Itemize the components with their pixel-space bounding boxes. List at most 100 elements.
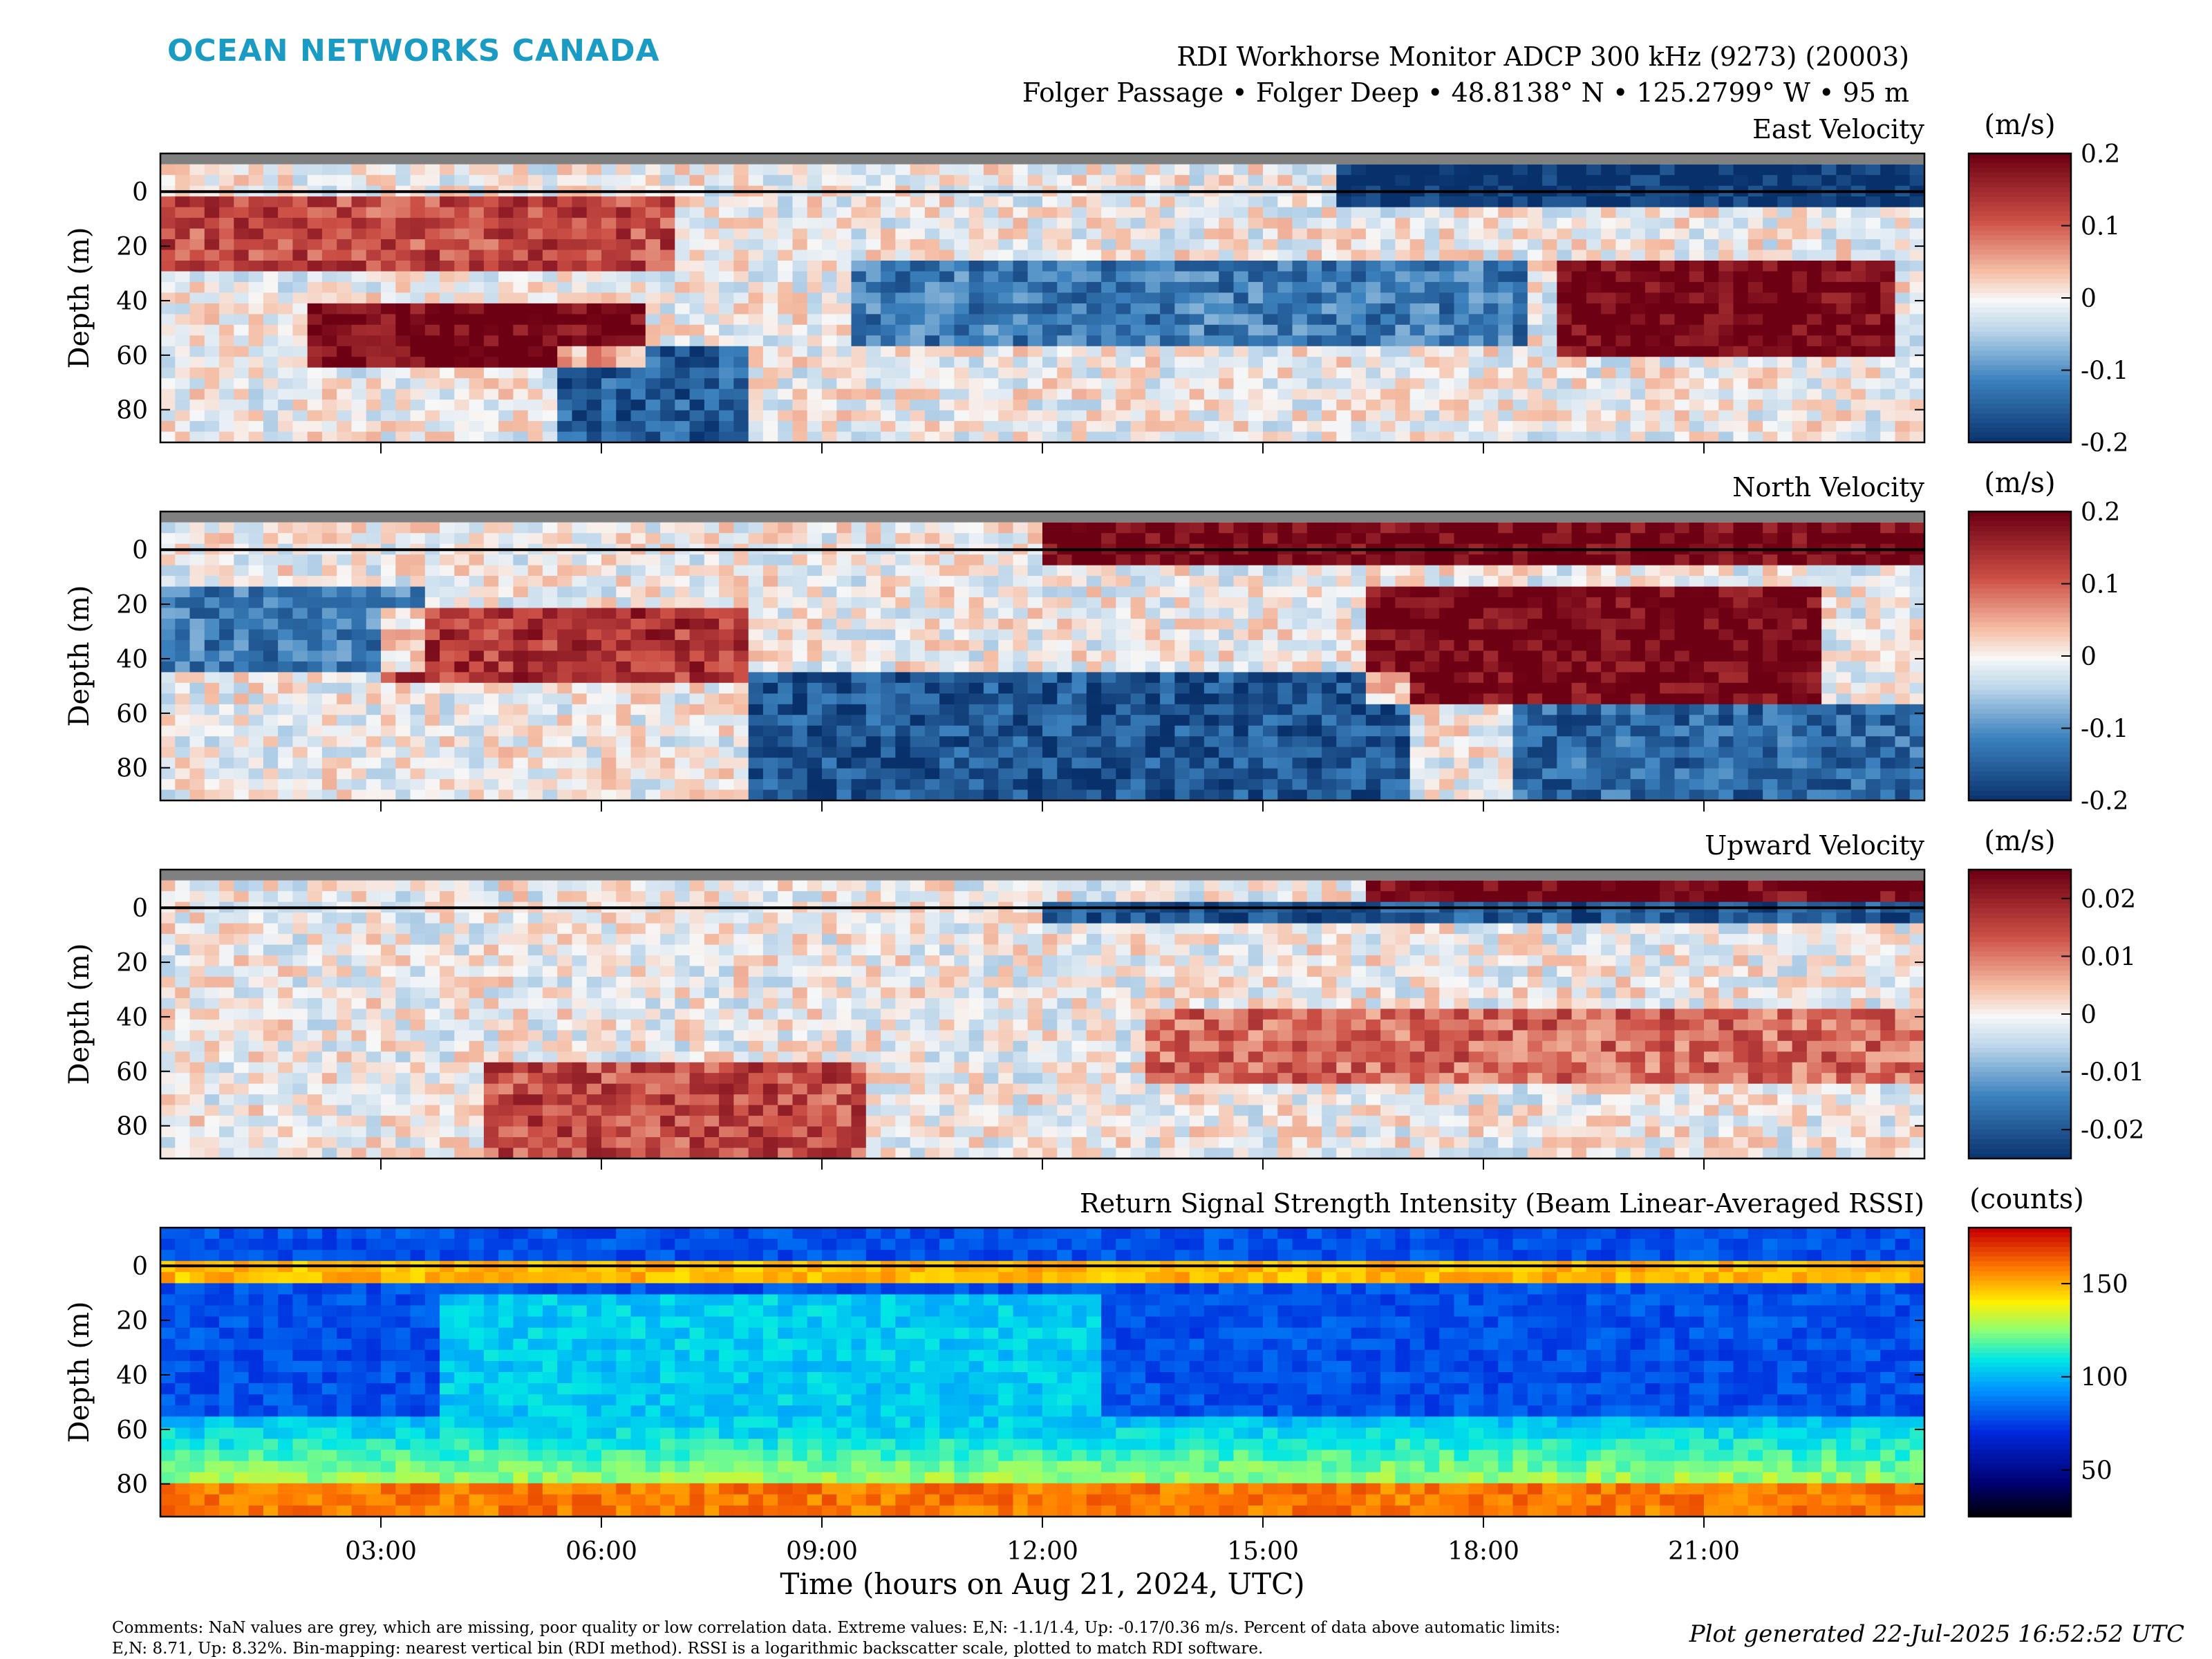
- heatmap-cell: [1586, 281, 1602, 293]
- heatmap-cell: [395, 367, 411, 379]
- heatmap-cell: [1380, 357, 1396, 368]
- heatmap-cell: [410, 768, 426, 780]
- heatmap-cell: [572, 565, 588, 577]
- heatmap-cell: [1483, 303, 1499, 315]
- heatmap-cell: [1233, 314, 1249, 326]
- heatmap-cell: [381, 768, 396, 780]
- heatmap-cell: [366, 228, 382, 240]
- heatmap-cell: [1630, 281, 1646, 293]
- heatmap-cell: [1571, 239, 1587, 251]
- colorbar-step: [1969, 317, 2071, 323]
- heatmap-cell: [910, 410, 926, 422]
- heatmap-cell: [1322, 303, 1337, 315]
- heatmap-cell: [454, 565, 470, 577]
- heatmap-cell: [836, 715, 852, 727]
- heatmap-cell: [645, 672, 661, 684]
- heatmap-cell: [307, 608, 323, 619]
- heatmap-cell: [1322, 207, 1337, 218]
- heatmap-cell: [1483, 218, 1499, 229]
- heatmap-cell: [454, 758, 470, 769]
- heatmap-cell: [204, 228, 220, 240]
- heatmap-cell: [616, 388, 632, 400]
- heatmap-cell: [424, 639, 440, 651]
- heatmap-cell: [483, 576, 499, 588]
- heatmap-cell: [1704, 421, 1719, 433]
- heatmap-cell: [366, 239, 382, 251]
- heatmap-cell: [204, 271, 220, 283]
- heatmap-cell: [527, 554, 543, 566]
- heatmap-cell: [675, 693, 691, 705]
- heatmap-cell: [248, 292, 264, 304]
- heatmap-cell: [1380, 378, 1396, 390]
- heatmap-cell: [1660, 228, 1676, 240]
- heatmap-cell: [454, 281, 470, 293]
- heatmap-cell: [1086, 164, 1102, 176]
- heatmap-cell: [248, 629, 264, 641]
- heatmap-cell: [1189, 346, 1205, 357]
- heatmap-cell: [601, 693, 617, 705]
- heatmap-cell: [748, 335, 764, 347]
- heatmap-cell: [1071, 789, 1087, 800]
- heatmap-cell: [219, 779, 234, 791]
- heatmap-cell: [660, 378, 675, 390]
- heatmap-cell: [689, 533, 705, 545]
- heatmap-cell: [689, 292, 705, 304]
- heatmap-cell: [219, 619, 234, 630]
- heatmap-cell: [1424, 292, 1440, 304]
- heatmap-cell: [483, 736, 499, 748]
- heatmap-cell: [1130, 281, 1146, 293]
- heatmap-cell: [586, 779, 602, 791]
- heatmap-cell: [1116, 715, 1132, 727]
- heatmap-cell: [1351, 164, 1367, 176]
- heatmap-cell: [616, 661, 632, 673]
- heatmap-cell: [204, 207, 220, 218]
- heatmap-cell: [1101, 250, 1116, 261]
- heatmap-cell: [675, 725, 691, 737]
- heatmap-cell: [601, 281, 617, 293]
- heatmap-cell: [321, 533, 337, 545]
- heatmap-cell: [337, 639, 353, 651]
- heatmap-cell: [630, 346, 646, 357]
- heatmap-cell: [1057, 431, 1073, 442]
- heatmap-cell: [748, 367, 764, 379]
- heatmap-cell: [1792, 271, 1808, 283]
- heatmap-cell: [454, 378, 470, 390]
- heatmap-cell: [748, 271, 764, 283]
- heatmap-cell: [1895, 324, 1911, 336]
- heatmap-cell: [881, 650, 896, 662]
- heatmap-cell: [689, 619, 705, 630]
- heatmap-cell: [1189, 400, 1205, 411]
- heatmap-cell: [204, 608, 220, 619]
- heatmap-cell: [1909, 388, 1924, 400]
- heatmap-cell: [1498, 261, 1514, 272]
- heatmap-cell: [1468, 261, 1484, 272]
- heatmap-cell: [704, 682, 720, 694]
- heatmap-cell: [630, 522, 646, 534]
- heatmap-cell: [1660, 196, 1676, 208]
- heatmap-cell: [1203, 335, 1219, 347]
- heatmap-cell: [645, 271, 661, 283]
- heatmap-cell: [910, 357, 926, 368]
- heatmap-cell: [939, 335, 955, 347]
- heatmap-cell: [1512, 292, 1528, 304]
- heatmap-cell: [939, 388, 955, 400]
- colorbar-step: [1969, 269, 2071, 274]
- colorbar-step: [1969, 360, 2071, 366]
- heatmap-cell: [321, 736, 337, 748]
- heatmap-cell: [469, 410, 485, 422]
- heatmap-cell: [395, 650, 411, 662]
- heatmap-cell: [234, 335, 250, 347]
- heatmap-cell: [351, 324, 367, 336]
- heatmap-cell: [1042, 335, 1058, 347]
- heatmap-cell: [1248, 218, 1264, 229]
- heatmap-cell: [351, 650, 367, 662]
- heatmap-cell: [1880, 239, 1896, 251]
- heatmap-cell: [968, 619, 984, 630]
- heatmap-cell: [1174, 421, 1190, 433]
- heatmap-cell: [1071, 421, 1087, 433]
- heatmap-cell: [865, 608, 881, 619]
- heatmap-cell: [1557, 261, 1573, 272]
- heatmap-cell: [321, 629, 337, 641]
- heatmap-cell: [1571, 164, 1587, 176]
- heatmap-cell: [1380, 314, 1396, 326]
